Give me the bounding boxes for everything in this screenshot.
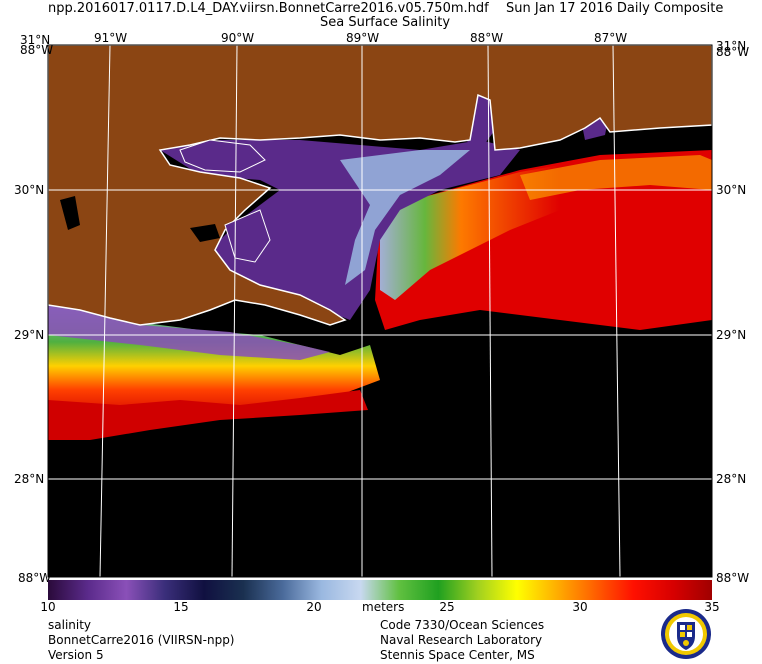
- file-name: npp.2016017.0117.D.L4_DAY.viirsn.BonnetC…: [48, 1, 489, 16]
- lon-label-88w: 88°W: [470, 31, 504, 45]
- footer-region: BonnetCarre2016 (VIIRSN-npp): [48, 633, 235, 647]
- lon-label-87w: 87°W: [594, 31, 628, 45]
- corner-label-bottom-left: 88°W: [18, 571, 52, 585]
- footer-lab: Naval Research Laboratory: [380, 633, 543, 647]
- lat-label-30n-left: 30°N: [14, 183, 45, 197]
- footer-code: Code 7330/Ocean Sciences: [380, 618, 545, 632]
- footer-variable: salinity: [48, 618, 92, 632]
- nrl-seal-icon: [661, 609, 711, 659]
- lon-label-91w: 91°W: [94, 31, 128, 45]
- corner-label-bottom-right: 88°W: [716, 571, 750, 585]
- lat-label-28n-left: 28°N: [14, 472, 45, 486]
- lon-label-89w: 89°W: [346, 31, 380, 45]
- land-mass: [47, 44, 713, 326]
- lat-label-29n-left: 29°N: [14, 328, 45, 342]
- colorbar-tick-25: 25: [439, 600, 455, 614]
- lat-label-29n-right: 29°N: [716, 328, 747, 342]
- lon-label-90w: 90°W: [221, 31, 255, 45]
- colorbar-tick-10: 10: [40, 600, 56, 614]
- lake-pontchartrain: [179, 139, 266, 173]
- estuary-waters: [160, 140, 520, 320]
- colorbar: [48, 580, 712, 600]
- colorbar-tick-20: 20: [306, 600, 322, 614]
- product-title: Sea Surface Salinity: [320, 15, 451, 30]
- composite-date: Sun Jan 17 2016 Daily Composite: [506, 1, 724, 16]
- corner-label-top-left-lower: 88°W: [20, 43, 54, 57]
- corner-label-top-left: 31°N: [20, 33, 51, 47]
- colorbar-tick-30: 30: [572, 600, 588, 614]
- footer-location: Stennis Space Center, MS: [380, 648, 535, 662]
- colorbar-tick-15: 15: [173, 600, 189, 614]
- graticule: [48, 44, 712, 578]
- colorbar-tick-35: 35: [704, 600, 720, 614]
- corner-label-top-right: 31°N: [716, 39, 747, 53]
- salinity-plume-east-gradient: [380, 165, 560, 300]
- salinity-map: [47, 44, 713, 578]
- footer-version: Version 5: [48, 648, 104, 662]
- lat-label-28n-right: 28°N: [716, 472, 747, 486]
- colorbar-units: meters: [362, 600, 405, 614]
- lat-label-30n-right: 30°N: [716, 183, 747, 197]
- corner-label-top-right-lower: 88°W: [716, 45, 750, 59]
